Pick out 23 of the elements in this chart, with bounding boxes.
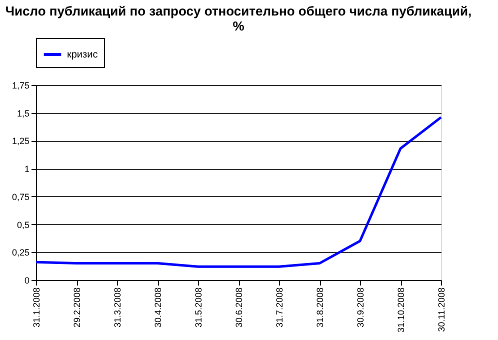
x-tick-label: 30.9.2008 [356,288,366,328]
x-tick-label: 31.5.2008 [194,288,204,328]
line-series [34,116,442,268]
y-tick-label: 0 [24,276,30,286]
x-tick-label: 29.2.2008 [72,288,82,328]
y-tick-label: 1 [24,164,30,174]
x-tick-label: 31.10.2008 [396,288,406,333]
x-tick-label: 31.8.2008 [315,288,325,328]
x-tick-label: 31.3.2008 [112,288,122,328]
x-tick-label: 30.4.2008 [153,288,163,328]
legend-label: кризис [67,50,98,60]
text: % [232,18,244,34]
x-tick-label: 31.7.2008 [274,288,284,328]
y-tick-label: 0,25 [12,248,30,258]
text: Число публикаций по запросу относительно общего числа публикаций, [5,4,472,18]
y-tick-label: 1,5 [16,108,30,118]
x-tick-label: 31.1.2008 [32,288,42,328]
y-tick-label: 0,75 [12,192,30,202]
x-tick-label: 30.6.2008 [234,288,244,328]
y-tick-label: 1,25 [12,136,30,146]
x-tick-label: 30.11.2008 [436,288,446,332]
y-tick-label: 0,5 [16,220,30,230]
y-tick-label: 1,75 [12,80,30,90]
